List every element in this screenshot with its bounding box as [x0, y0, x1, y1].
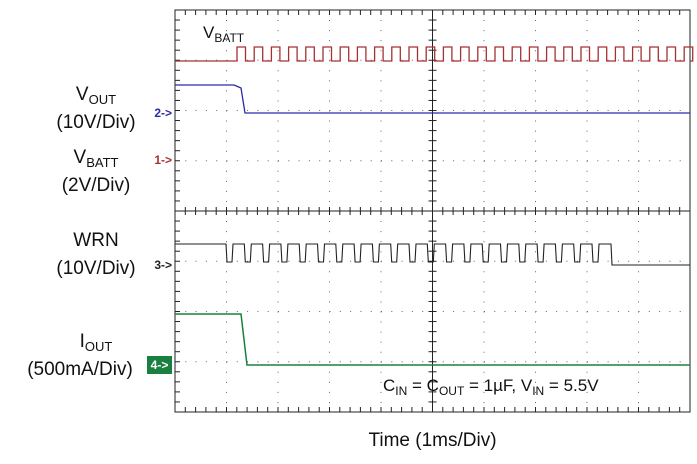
label-main: V [76, 84, 89, 105]
channel-scale: (500mA/Div) [27, 359, 133, 380]
label-main: I [80, 331, 85, 352]
label-sub: BATT [86, 155, 118, 170]
trace-vout [175, 84, 690, 114]
marker-box [147, 356, 172, 374]
trace-label: VBATT [203, 23, 245, 45]
label-main: V [74, 147, 87, 168]
channel-name: VBATT [74, 147, 119, 170]
label-main: WRN [73, 230, 118, 251]
annotation-text: = 5.5V [544, 376, 599, 395]
label-sub: BATT [214, 31, 244, 45]
channel-marker: 4-> [151, 358, 169, 372]
annotation: CIN = COUT = 1µF, VIN = 5.5V [383, 376, 599, 398]
channel-name: VOUT [76, 84, 116, 107]
channel-marker: 1-> [154, 153, 172, 167]
annotation-text: = 1µF, V [464, 376, 533, 395]
channel-name: IOUT [80, 331, 113, 354]
label-sub: OUT [85, 339, 113, 354]
channel-name: WRN [73, 230, 118, 251]
annotation-sub: IN [532, 384, 544, 398]
x-axis-label: Time (1ms/Div) [368, 430, 496, 451]
channel-scale: (10V/Div) [56, 112, 135, 133]
channel-marker: 2-> [154, 106, 172, 120]
annotation-text: = C [407, 376, 439, 395]
label-main: V [203, 23, 215, 42]
channel-scale: (2V/Div) [62, 175, 131, 196]
trace-wrn [175, 243, 690, 266]
trace-vbatt [175, 46, 694, 62]
annotation-sub: OUT [439, 384, 465, 398]
annotation-text: C [383, 376, 395, 395]
annotation-sub: IN [395, 384, 407, 398]
trace-iout [175, 313, 690, 366]
channel-marker: 3-> [154, 258, 172, 272]
channel-scale: (10V/Div) [56, 258, 135, 279]
label-sub: OUT [89, 92, 117, 107]
